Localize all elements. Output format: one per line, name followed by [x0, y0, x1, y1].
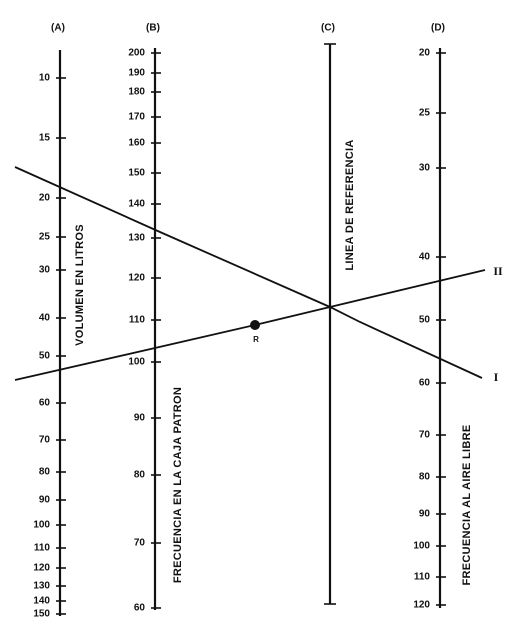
tick-label: 130	[33, 581, 50, 592]
tick-label: 20	[419, 48, 431, 59]
scale-header: (B)	[146, 23, 160, 34]
tick-label: 15	[39, 133, 51, 144]
point-label: R	[253, 335, 259, 344]
tick-label: 150	[128, 168, 145, 179]
tick-label: 170	[128, 112, 145, 123]
tick-label: 25	[39, 232, 51, 243]
tick-label: 90	[419, 509, 431, 520]
tick-label: 50	[39, 351, 51, 362]
tick-label: 130	[128, 233, 145, 244]
tick-label: 120	[413, 600, 430, 611]
tick-label: 150	[33, 609, 50, 620]
scale-header: (C)	[321, 23, 335, 34]
tick-label: 160	[128, 138, 145, 149]
tick-label: 70	[39, 435, 51, 446]
tick-label: 120	[128, 273, 145, 284]
tick-label: 140	[33, 596, 50, 607]
tick-label: 90	[134, 413, 146, 424]
tick-label: 80	[39, 467, 51, 478]
tick-label: 60	[419, 378, 431, 389]
line-label: I	[494, 370, 499, 384]
tick-label: 180	[128, 87, 145, 98]
tick-label: 60	[39, 398, 51, 409]
tick-label: 100	[413, 541, 430, 552]
tick-label: 70	[134, 538, 146, 549]
tick-label: 70	[419, 430, 431, 441]
line-label: II	[493, 264, 503, 278]
tick-label: 110	[414, 572, 431, 583]
scale-title: FRECUENCIA AL AIRE LIBRE	[461, 424, 473, 585]
tick-label: 110	[34, 543, 51, 554]
tick-label: 100	[128, 357, 145, 368]
tick-label: 40	[39, 313, 51, 324]
tick-label: 30	[39, 265, 51, 276]
tick-label: 100	[33, 520, 50, 531]
tick-label: 190	[128, 68, 145, 79]
scale-header: (A)	[51, 23, 65, 34]
tick-label: 50	[419, 315, 431, 326]
tick-label: 110	[129, 315, 146, 326]
tick-label: 120	[33, 563, 50, 574]
tick-label: 20	[39, 193, 51, 204]
tick-label: 30	[419, 163, 431, 174]
tick-label: 40	[419, 252, 431, 263]
tick-label: 25	[419, 108, 431, 119]
tick-label: 200	[128, 48, 145, 59]
scale-title: FRECUENCIA EN LA CAJA PATRON	[172, 387, 184, 583]
tick-label: 90	[39, 495, 51, 506]
tick-label: 80	[419, 472, 431, 483]
point-r	[250, 320, 260, 330]
scale-title: LINEA DE REFERENCIA	[344, 139, 356, 270]
tick-label: 140	[128, 199, 145, 210]
scale-title: VOLUMEN EN LITROS	[74, 224, 86, 346]
scale-header: (D)	[431, 23, 445, 34]
tick-label: 60	[134, 603, 146, 614]
tick-label: 80	[134, 470, 146, 481]
tick-label: 10	[39, 73, 51, 84]
